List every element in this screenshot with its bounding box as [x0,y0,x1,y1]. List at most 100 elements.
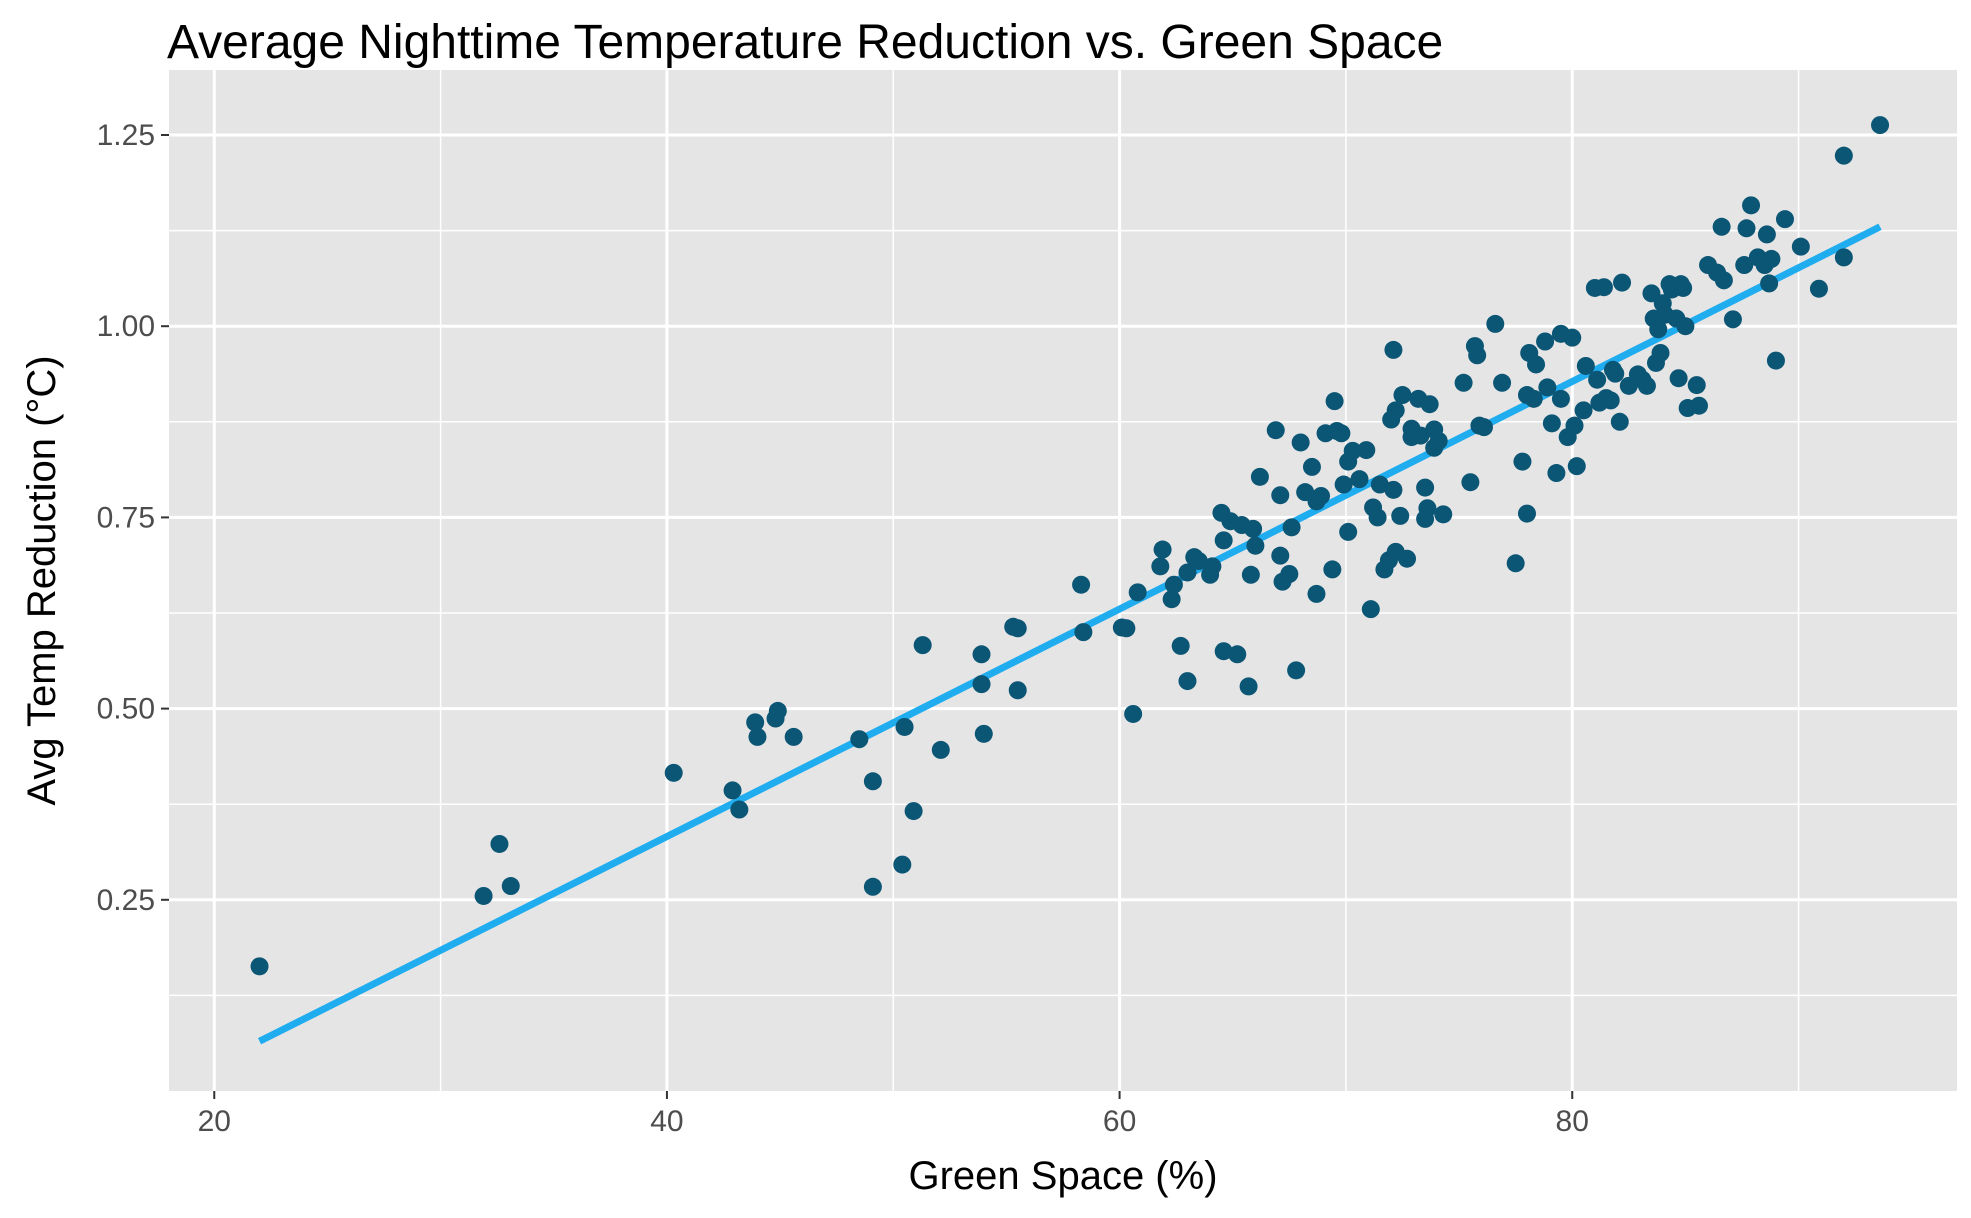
data-point [1266,421,1285,440]
chart-title: Average Nighttime Temperature Reduction … [167,16,1443,69]
data-point [1588,370,1607,389]
data-point [1676,317,1695,336]
data-point [1542,414,1561,433]
data-point [1074,623,1093,642]
y-tick-label: 0.50 [97,693,155,726]
data-point [784,727,803,746]
data-point [1576,356,1595,375]
data-point [1343,441,1362,460]
data-point [1384,340,1403,359]
data-point [1214,642,1233,661]
data-point [1737,219,1756,238]
data-point [1280,564,1299,583]
data-point [1493,373,1512,392]
data-points [250,116,1890,976]
data-point [1637,376,1656,395]
data-point [1689,396,1708,415]
data-point [1386,401,1405,420]
y-axis-title: Avg Temp Reduction (°C) [20,355,64,805]
data-point [1468,346,1487,365]
data-point [1563,328,1582,347]
data-point [1332,424,1351,443]
x-tick-label: 60 [1103,1105,1136,1138]
data-point [931,740,950,759]
data-point [1250,467,1269,486]
data-point [863,772,882,791]
data-point [904,802,923,821]
data-point [746,713,765,732]
data-point [863,877,882,896]
data-point [723,781,742,800]
data-point [1391,506,1410,525]
data-point [1834,248,1853,267]
data-point [1486,314,1505,333]
data-point [1527,355,1546,374]
data-point [1117,619,1136,638]
data-point [1244,519,1263,538]
data-point [895,717,914,736]
data-point [1454,373,1473,392]
data-point [1271,486,1290,505]
data-point [850,730,869,749]
data-point [1214,531,1233,550]
data-point [1418,499,1437,518]
data-point [1416,478,1435,497]
data-point [1536,332,1555,351]
data-point [1674,278,1693,297]
data-point [1714,271,1733,290]
data-point [1008,681,1027,700]
data-point [1287,661,1306,680]
data-point [1760,274,1779,293]
data-point [1302,457,1321,476]
data-point [1246,536,1265,555]
data-point [1189,551,1208,570]
data-point [1393,386,1412,405]
data-point [1350,470,1369,489]
plot-panel [169,70,1957,1091]
data-point [1538,378,1557,397]
data-point [1524,389,1543,408]
data-point [974,724,993,743]
data-point [1649,320,1668,339]
axes: 20 40 60 80 0.25 0.50 0.75 1.00 1.25 [97,119,1589,1138]
data-point [1334,475,1353,494]
data-point [748,727,767,746]
data-point [1151,557,1170,576]
y-tick-label: 0.75 [97,501,155,534]
data-point [1809,279,1828,298]
data-point [1271,546,1290,565]
data-point [1613,273,1632,292]
data-point [1228,645,1247,664]
data-point [1368,508,1387,527]
data-point [1651,343,1670,362]
data-point [1323,560,1342,579]
data-point [913,636,932,655]
data-point [1339,522,1358,541]
data-point [250,957,269,976]
data-point [1398,549,1417,568]
data-point [1282,518,1301,537]
x-tick-label: 40 [650,1105,683,1138]
data-point [1384,480,1403,499]
data-point [893,855,912,874]
data-point [1291,433,1310,452]
data-point [1420,395,1439,414]
data-point [1325,392,1344,411]
data-point [1712,217,1731,236]
data-point [1513,452,1532,471]
data-point [1610,412,1629,431]
data-point [1361,600,1380,619]
data-point [1178,563,1197,582]
data-point [1791,237,1810,256]
data-point [1411,426,1430,445]
data-point [1162,590,1181,609]
data-point [1153,540,1172,559]
x-tick-label: 20 [198,1105,231,1138]
data-point [1766,351,1785,370]
x-axis-title: Green Space (%) [908,1154,1217,1198]
data-point [972,645,991,664]
data-point [1434,505,1453,524]
data-point [730,800,749,819]
data-point [1164,575,1183,594]
